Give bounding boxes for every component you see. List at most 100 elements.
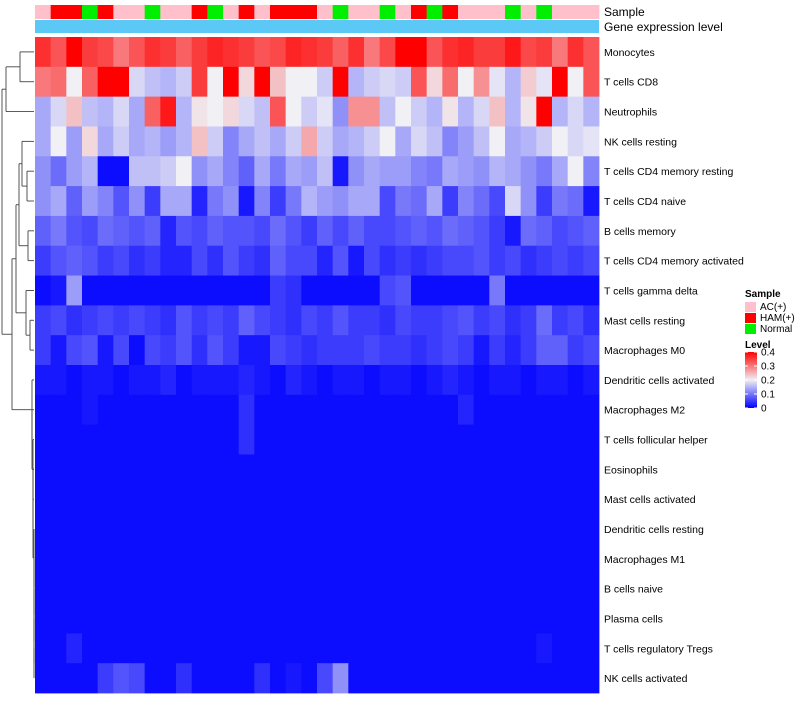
heatmap-cell	[207, 514, 224, 545]
heatmap-cell	[583, 245, 600, 276]
sample-annotation-cell	[254, 5, 271, 19]
heatmap-cell	[191, 245, 208, 276]
heatmap-cell	[317, 126, 334, 157]
heatmap-cell	[97, 245, 114, 276]
row-label: Monocytes	[604, 47, 655, 59]
heatmap-cell	[520, 215, 537, 247]
heatmap-cell	[223, 454, 240, 485]
heatmap-cell	[35, 663, 52, 694]
heatmap-cell	[301, 96, 318, 127]
row-label: Neutrophils	[604, 107, 657, 119]
heatmap-cell	[35, 37, 52, 68]
heatmap-cell	[364, 335, 381, 366]
heatmap-cell	[176, 633, 193, 664]
heatmap-cell	[505, 454, 522, 485]
row-label: NK cells resting	[604, 136, 677, 148]
heatmap-cell	[254, 96, 271, 127]
heatmap-cell	[473, 156, 490, 187]
heatmap-cell	[50, 126, 67, 157]
heatmap-cell	[113, 663, 130, 694]
heatmap-cell	[35, 514, 52, 545]
heatmap-cell	[129, 573, 146, 604]
row-labels: Monocytes T cells CD8 Neutrophils NK cells …	[604, 47, 744, 685]
heatmap-cell	[567, 335, 584, 366]
heatmap-cell	[270, 454, 287, 485]
heatmap-cell	[113, 394, 130, 426]
heatmap-cell	[113, 484, 130, 515]
heatmap-cell	[113, 514, 130, 545]
heatmap-cell	[223, 573, 240, 604]
heatmap-cell	[238, 275, 255, 306]
heatmap-cell	[411, 603, 428, 634]
heatmap-cell	[50, 514, 67, 545]
heatmap-cell	[332, 514, 349, 545]
heatmap-cell	[567, 305, 584, 336]
heatmap-cell	[395, 96, 412, 127]
sample-annotation-cell	[35, 5, 52, 19]
heatmap-cell	[332, 305, 349, 336]
level-legend-label: 0	[761, 404, 767, 415]
heatmap-cell	[113, 543, 130, 575]
heatmap-cell	[129, 156, 146, 187]
row-label: Mast cells activated	[604, 494, 696, 506]
heatmap-cell	[113, 186, 130, 217]
heatmap-cell	[364, 305, 381, 336]
heatmap-cell	[144, 484, 161, 515]
heatmap-cell	[270, 633, 287, 664]
heatmap-cell	[379, 156, 396, 187]
heatmap-cell	[50, 96, 67, 127]
heatmap-cell	[97, 484, 114, 515]
row-dendrogram	[1, 51, 35, 679]
heatmap-cell	[332, 454, 349, 485]
heatmap-cell	[458, 335, 475, 366]
heatmap-cell	[426, 305, 443, 336]
heatmap-cell	[489, 156, 506, 187]
heatmap-cell	[458, 275, 475, 306]
heatmap-cell	[552, 603, 569, 634]
heatmap-cell	[285, 215, 302, 247]
heatmap-cell	[270, 37, 287, 68]
heatmap-cell	[536, 633, 553, 664]
heatmap-cell	[82, 394, 99, 426]
heatmap-cell	[285, 156, 302, 187]
heatmap-cell	[113, 66, 130, 98]
heatmap-cell	[176, 215, 193, 247]
heatmap-cell	[364, 66, 381, 98]
heatmap-cell	[223, 215, 240, 247]
heatmap-cell	[426, 156, 443, 187]
heatmap-cell	[301, 37, 318, 68]
heatmap-cell	[552, 484, 569, 515]
heatmap-cell	[489, 603, 506, 634]
sample-annotation-cell	[66, 5, 83, 19]
heatmap-cell	[364, 663, 381, 694]
heatmap-cell	[364, 96, 381, 127]
sample-annotation-cell	[82, 5, 99, 19]
heatmap-cell	[301, 335, 318, 366]
heatmap-cell	[270, 156, 287, 187]
heatmap-cell	[505, 424, 522, 455]
heatmap-cell	[458, 394, 475, 426]
heatmap-cell	[191, 543, 208, 575]
heatmap-cell	[97, 394, 114, 426]
heatmap-cell	[411, 305, 428, 336]
heatmap-cell	[567, 514, 584, 545]
sample-annotation-cell	[160, 5, 177, 19]
heatmap-cell	[379, 454, 396, 485]
heatmap-cell	[379, 275, 396, 306]
heatmap-cell	[317, 275, 334, 306]
heatmap-cell	[567, 543, 584, 575]
sample-annotation-cell	[207, 5, 224, 19]
heatmap-cell	[505, 305, 522, 336]
heatmap-cell	[35, 126, 52, 157]
heatmap-cell	[270, 663, 287, 694]
sample-annotation-cell	[285, 5, 302, 19]
heatmap-cell	[160, 603, 177, 634]
heatmap-cell	[97, 126, 114, 157]
heatmap-cell	[411, 573, 428, 604]
heatmap-cell	[207, 275, 224, 306]
heatmap-cell	[458, 543, 475, 575]
heatmap-cell	[301, 484, 318, 515]
heatmap-cell	[567, 633, 584, 664]
heatmap-cell	[411, 66, 428, 98]
heatmap-cell	[348, 245, 365, 276]
